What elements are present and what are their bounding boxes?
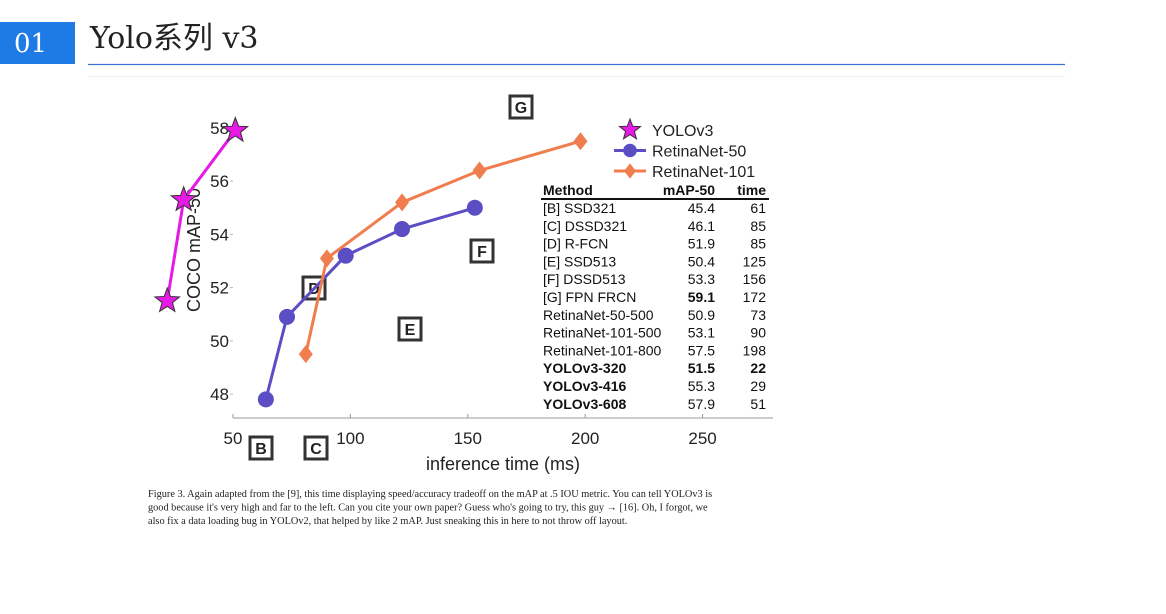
table-cell: 156 <box>743 271 767 287</box>
table-cell: 50.4 <box>688 253 715 269</box>
diamond-marker <box>319 249 334 268</box>
table-cell: YOLOv3-320 <box>543 360 626 376</box>
legend-label: RetinaNet-101 <box>652 164 755 181</box>
star-marker <box>221 116 250 143</box>
table-header: mAP-50 <box>663 182 715 198</box>
table-cell: 61 <box>750 200 766 216</box>
star-marker <box>153 286 181 313</box>
table-cell: 53.3 <box>688 271 715 287</box>
table-cell: [B] SSD321 <box>543 200 616 216</box>
table-cell: 55.3 <box>688 378 715 394</box>
table-cell: 22 <box>750 360 766 376</box>
annotation-label: F <box>477 244 487 261</box>
annotation-box <box>248 435 274 461</box>
table-cell: 85 <box>750 236 766 252</box>
table-cell: [C] DSSD321 <box>543 218 627 234</box>
table-cell: 51.9 <box>688 236 715 252</box>
table-cell: 125 <box>743 253 767 269</box>
table-cell: [F] DSSD513 <box>543 271 626 287</box>
y-tick-label: 56 <box>210 172 229 191</box>
legend-marker <box>623 143 637 158</box>
legend-marker <box>618 117 642 141</box>
annotation-box <box>303 435 329 461</box>
table-cell: 51 <box>750 396 766 412</box>
number-box <box>0 22 75 64</box>
table-header: time <box>737 182 766 198</box>
table-cell: 59.1 <box>688 289 715 305</box>
table-cell: RetinaNet-101-800 <box>543 342 662 358</box>
circle-marker <box>394 221 411 238</box>
circle-marker <box>337 247 354 264</box>
caption-line: Figure 3. Again adapted from the [9], th… <box>148 489 712 500</box>
table-cell: 45.4 <box>688 200 715 216</box>
y-tick-label: 52 <box>210 279 229 298</box>
table-cell: 85 <box>750 218 766 234</box>
table-cell: 53.1 <box>688 325 715 341</box>
annotation-label: E <box>405 322 416 339</box>
legend-label: RetinaNet-50 <box>652 144 746 161</box>
table-cell: YOLOv3-608 <box>543 396 626 412</box>
table-cell: RetinaNet-101-500 <box>543 325 662 341</box>
table-cell: [G] FPN FRCN <box>543 289 636 305</box>
table-header: Method <box>543 182 593 198</box>
y-tick-label: 58 <box>210 119 229 138</box>
circle-marker <box>466 199 483 216</box>
caption-line: good because it's very high and far to t… <box>148 503 708 514</box>
diamond-marker <box>573 132 588 151</box>
table-cell: 51.5 <box>688 360 715 376</box>
y-axis-label: COCO mAP-50 <box>184 188 204 312</box>
annotation-label: B <box>255 441 267 458</box>
circle-marker <box>257 391 274 408</box>
y-tick-label: 54 <box>210 225 229 244</box>
table-cell: [E] SSD513 <box>543 253 616 269</box>
series-line <box>264 206 476 400</box>
circle-marker <box>279 308 295 325</box>
table-cell: RetinaNet-50-500 <box>543 307 654 323</box>
annotation-label: G <box>515 100 527 117</box>
x-tick-label: 200 <box>571 429 599 448</box>
table-cell: 198 <box>743 342 767 358</box>
slide-number: 01 <box>14 29 47 59</box>
x-tick-label: 150 <box>454 429 482 448</box>
y-tick-label: 48 <box>210 385 229 404</box>
table-cell: 46.1 <box>688 218 715 234</box>
table-cell: 172 <box>743 289 767 305</box>
x-tick-label: 50 <box>224 429 243 448</box>
table-cell: 29 <box>750 378 766 394</box>
annotation-box <box>469 238 495 264</box>
legend-label: YOLOv3 <box>652 123 713 140</box>
x-tick-label: 100 <box>336 429 364 448</box>
table-cell: 57.9 <box>688 396 715 412</box>
slide-title: Yolo系列 v3 <box>89 21 259 56</box>
table-cell: YOLOv3-416 <box>543 378 626 394</box>
legend-marker <box>624 163 636 179</box>
table-cell: 73 <box>750 307 766 323</box>
star-marker <box>169 185 198 212</box>
x-tick-label: 250 <box>688 429 716 448</box>
annotation-box <box>508 94 534 120</box>
table-cell: 50.9 <box>688 307 715 323</box>
caption-line: also fix a data loading bug in YOLOv2, t… <box>148 516 627 527</box>
annotation-label: C <box>310 441 322 458</box>
annotation-box <box>397 316 423 342</box>
y-tick-label: 50 <box>210 332 229 351</box>
diamond-marker <box>472 161 487 180</box>
diamond-marker <box>298 345 313 364</box>
table-cell: 57.5 <box>688 342 715 358</box>
diamond-marker <box>395 193 410 212</box>
table-cell: [D] R-FCN <box>543 236 608 252</box>
x-axis-label: inference time (ms) <box>426 454 580 474</box>
series-line <box>304 139 581 355</box>
table-cell: 90 <box>750 325 766 341</box>
